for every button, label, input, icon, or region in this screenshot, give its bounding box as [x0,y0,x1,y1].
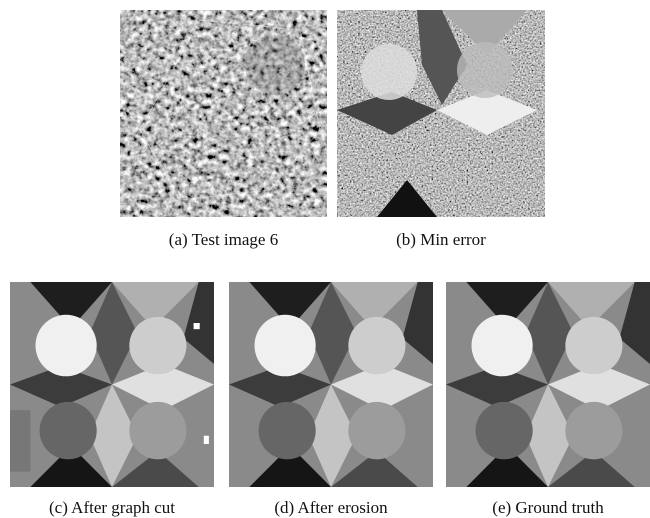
erosion-image [229,282,433,487]
caption: (b) Min error [396,230,486,249]
caption: (d) After erosion [274,498,388,517]
graph-cut-image [10,282,214,487]
caption: (c) After graph cut [48,498,176,517]
test-image [120,10,327,217]
caption: (e) Ground truth [492,498,604,517]
ground-truth-image [446,282,650,487]
caption: (a) Test image 6 [168,230,279,249]
min-error-image [337,10,545,217]
